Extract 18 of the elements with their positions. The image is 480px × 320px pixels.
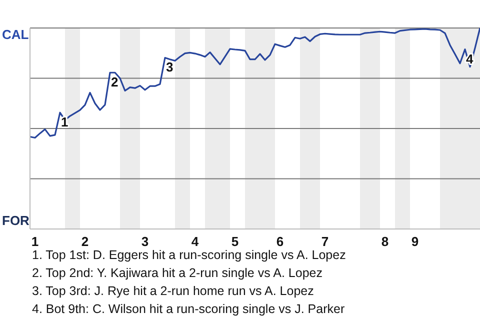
x-tick-label: 6 [276, 234, 284, 250]
x-tick-label: 2 [81, 234, 89, 250]
text: 4. Bot 9th: C. Wilson hit a run-scoring single vs J. Parker [32, 301, 346, 318]
x-tick-label: 4 [191, 234, 200, 250]
text: FOR [2, 213, 30, 228]
text: 2. Top 2nd: Y. Kajiwara hit a 2-run single vs A. Lopez [32, 265, 324, 282]
annotation: 1 [61, 114, 68, 130]
annotation: 3 [166, 60, 174, 75]
x-tick-label: 3 [141, 234, 149, 250]
text: 3. Top 3rd: J. Rye hit a 2-run home run vs A. Lopez [32, 283, 315, 300]
x-tick-label: 5 [231, 234, 239, 250]
x-tick-label: 9 [411, 234, 419, 250]
x-tick-label: 1 [31, 234, 39, 250]
x-tick-label: 7 [321, 234, 329, 250]
x-tick-label: 8 [381, 234, 389, 250]
text: CAL [2, 27, 29, 42]
annotation: 2 [111, 74, 118, 90]
text: 1. Top 1st: D. Eggers hit a run-scoring single vs A. Lopez [32, 247, 346, 264]
